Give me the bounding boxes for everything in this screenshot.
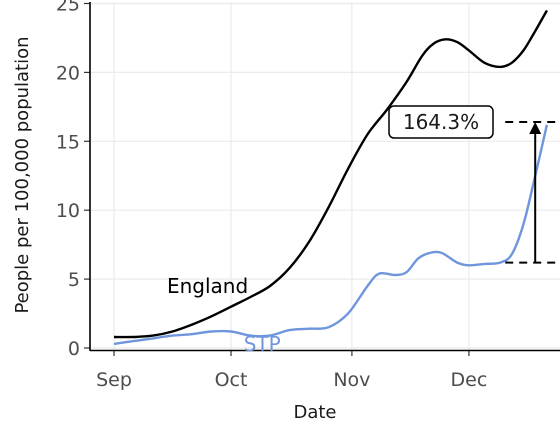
series-label-england: England [167,274,248,298]
y-tick-label: 5 [68,269,80,291]
annotation-box [388,105,494,139]
series-label-stp: STP [244,332,281,356]
series-line-stp [113,124,549,346]
y-tick-label: 15 [56,131,80,153]
x-tick-label: Dec [451,369,488,391]
series-line-england [113,9,548,339]
y-tick-label: 0 [68,338,80,360]
y-axis-ticks: 0 5 10 15 20 25 [56,0,90,360]
series-lines [113,9,549,346]
y-axis-title: People per 100,000 population [12,36,33,313]
y-tick-label: 10 [56,200,80,222]
series-labels: England STP [167,274,281,356]
y-tick-label: 25 [56,0,80,16]
x-axis-title: Date [293,402,336,423]
change-annotation: 164.3% [388,105,560,264]
x-tick-label: Sep [96,369,132,391]
x-tick-label: Oct [215,369,248,391]
grid-lines [90,2,560,350]
annotation-label: 164.3% [403,110,479,134]
y-tick-label: 20 [56,62,80,84]
x-axis-ticks: Sep Oct Nov Dec [96,350,487,391]
x-tick-label: Nov [333,369,370,391]
annotation-arrowhead [529,122,542,135]
